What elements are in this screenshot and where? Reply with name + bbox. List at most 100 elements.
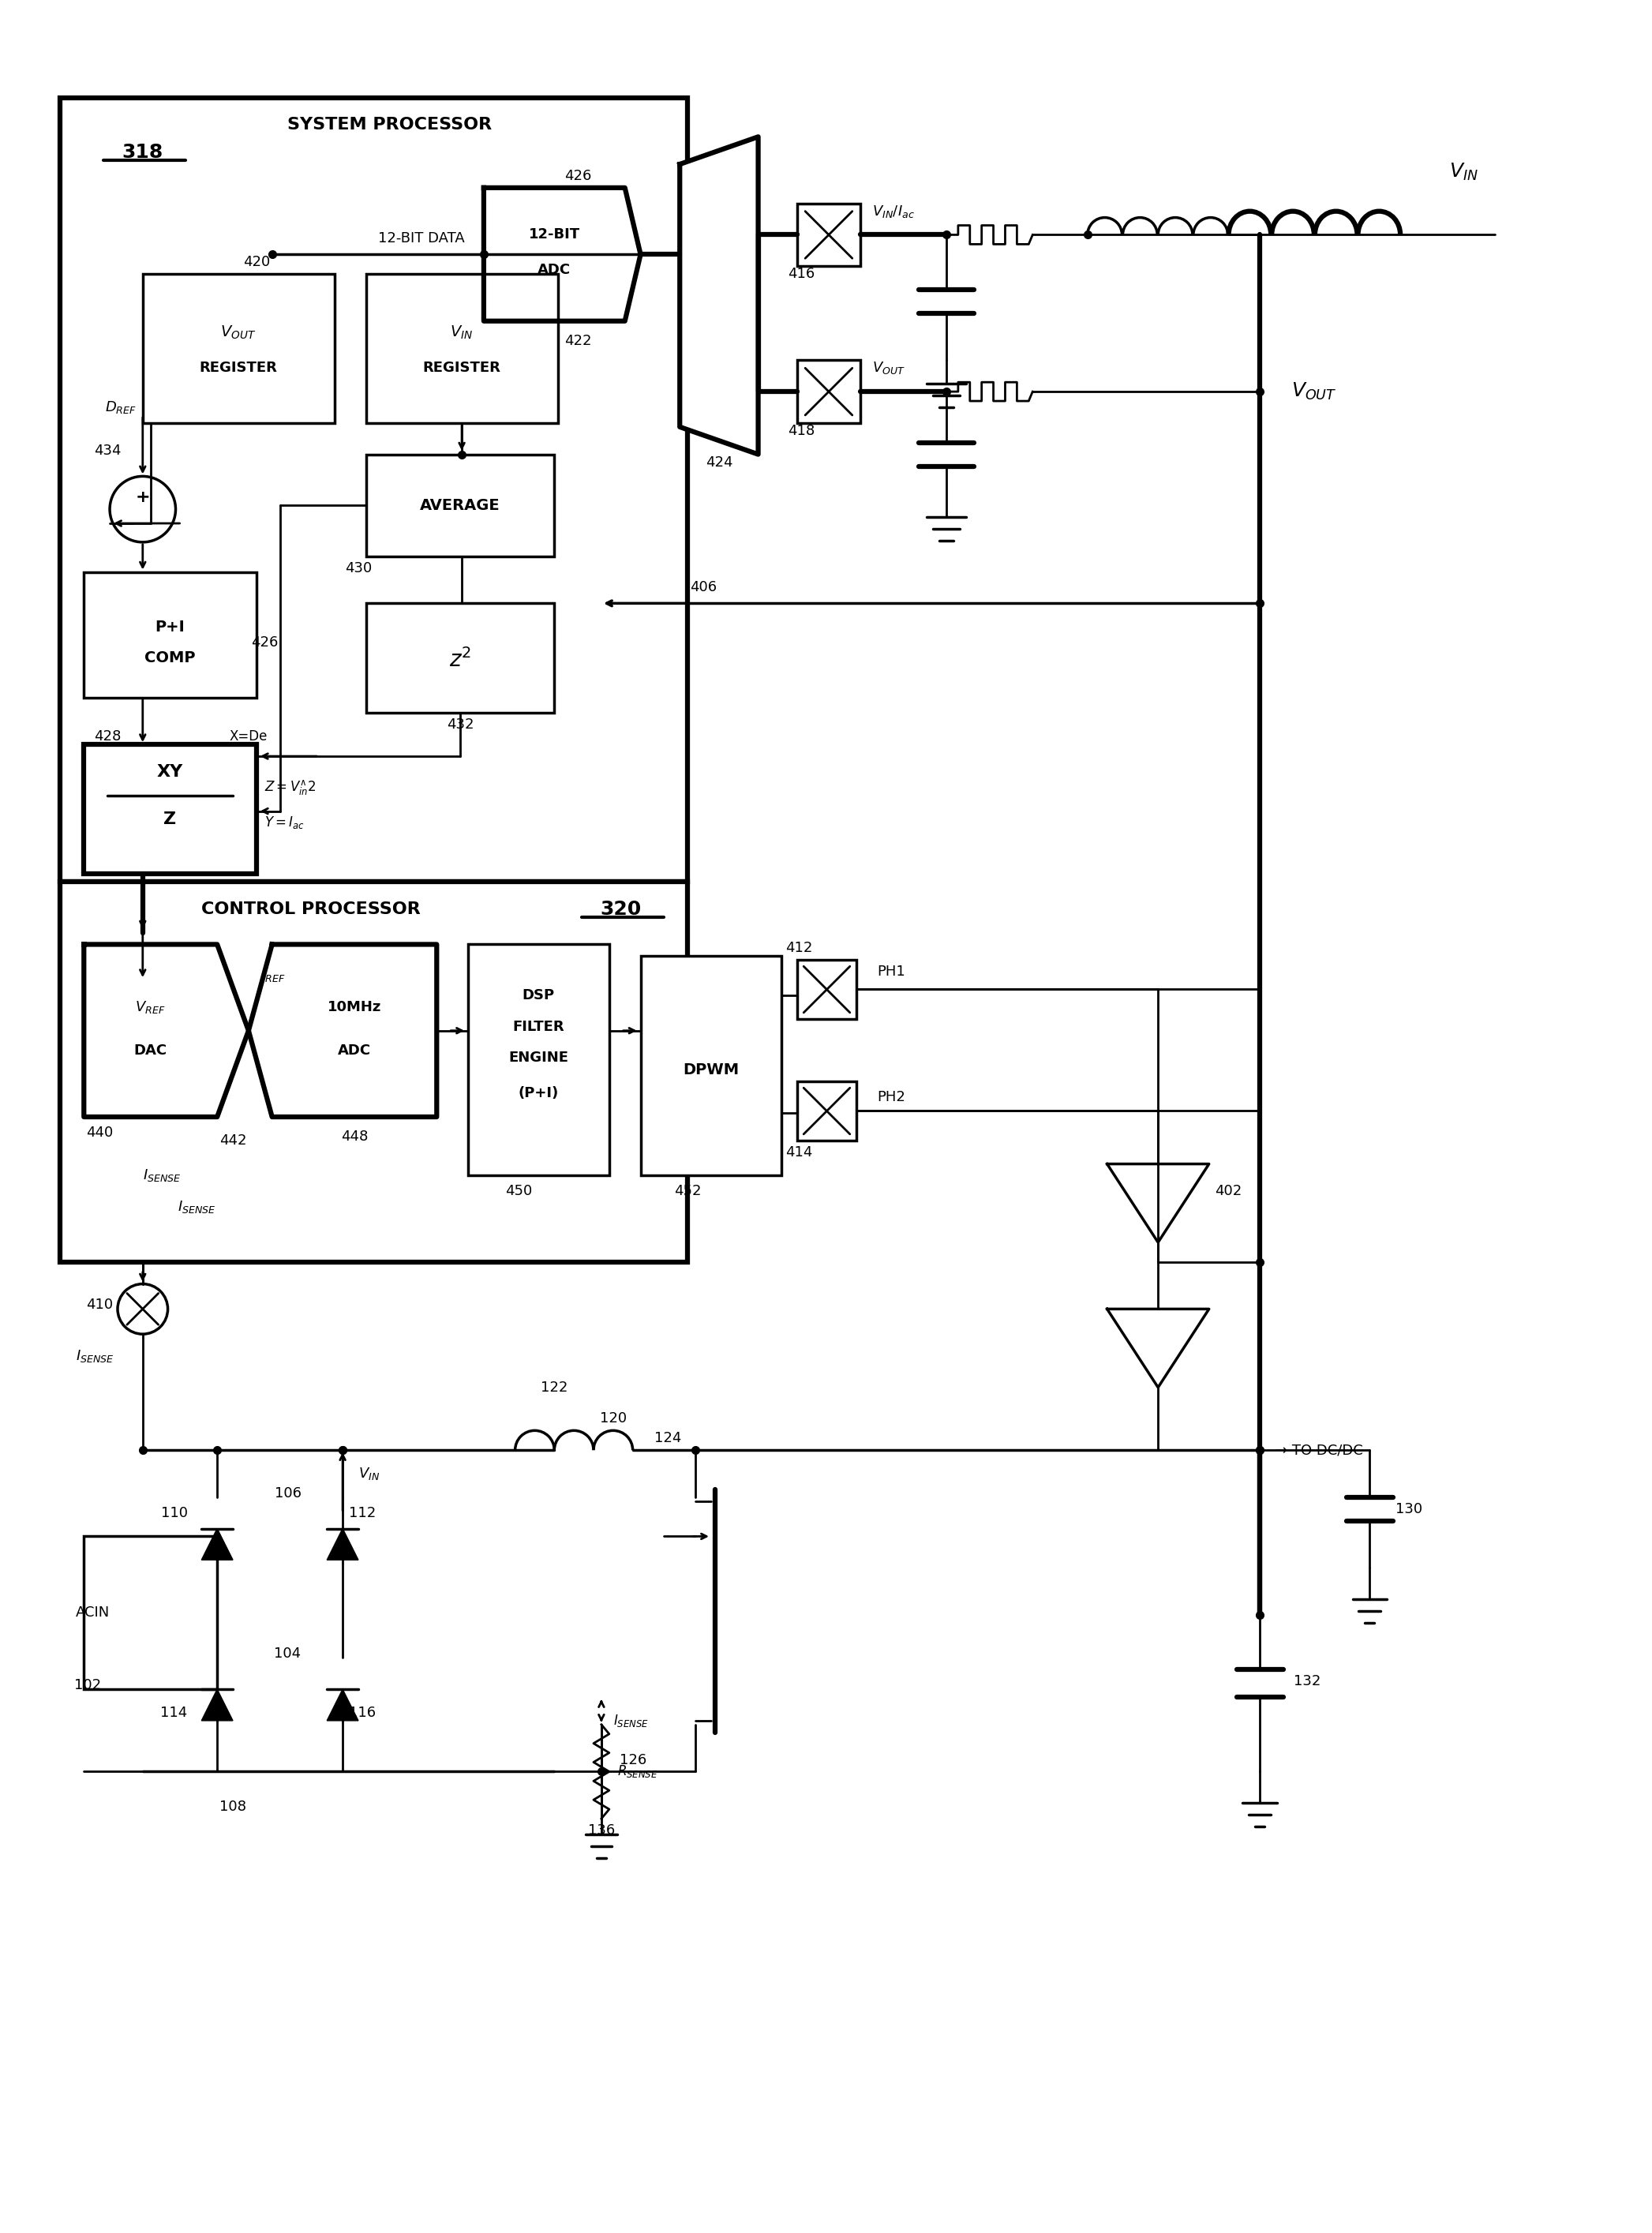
Bar	[84, 1536, 216, 1690]
Polygon shape	[202, 1690, 233, 1722]
Text: $Z=V_{in}^{\wedge}2$: $Z=V_{in}^{\wedge}2$	[264, 779, 316, 797]
Text: $V_{IN}$: $V_{IN}$	[451, 324, 474, 342]
Text: 406: 406	[691, 581, 717, 594]
Text: FILTER: FILTER	[512, 1020, 565, 1034]
Text: $V_{OUT}$: $V_{OUT}$	[872, 360, 905, 375]
Text: 112: 112	[349, 1505, 375, 1521]
Text: $V_{IN}$: $V_{IN}$	[1449, 161, 1479, 183]
Bar	[84, 572, 256, 697]
Text: 452: 452	[674, 1183, 700, 1199]
Bar	[798, 203, 861, 266]
Bar	[468, 945, 610, 1177]
Text: AVERAGE: AVERAGE	[420, 498, 501, 514]
Text: SYSTEM PROCESSOR: SYSTEM PROCESSOR	[287, 116, 492, 134]
Text: $R_{SENSE}$: $R_{SENSE}$	[618, 1764, 657, 1780]
Text: $V_{REF}$: $V_{REF}$	[135, 998, 165, 1016]
Text: XY: XY	[157, 764, 183, 779]
Text: DPWM: DPWM	[682, 1063, 738, 1076]
Text: $I_{SENSE}$: $I_{SENSE}$	[142, 1168, 182, 1183]
Text: 428: 428	[94, 730, 121, 744]
Text: COMP: COMP	[145, 650, 195, 665]
Bar	[367, 453, 555, 556]
Text: $I_{SENSE}$: $I_{SENSE}$	[76, 1349, 114, 1364]
Text: P+I: P+I	[155, 619, 185, 634]
Text: 426: 426	[565, 170, 591, 183]
Text: $D_{REF}$: $D_{REF}$	[104, 400, 137, 415]
Text: $I_{SENSE}$: $I_{SENSE}$	[613, 1713, 649, 1728]
Text: ADC: ADC	[337, 1043, 372, 1058]
Text: −: −	[119, 514, 135, 534]
Text: ACIN: ACIN	[76, 1606, 111, 1619]
Text: 414: 414	[785, 1146, 813, 1159]
Text: 424: 424	[705, 456, 732, 469]
Bar	[84, 744, 256, 873]
Polygon shape	[484, 188, 641, 322]
Text: DAC: DAC	[134, 1043, 167, 1058]
Polygon shape	[679, 136, 758, 453]
Bar	[61, 882, 687, 1262]
Bar	[798, 1081, 856, 1141]
Text: 132: 132	[1294, 1675, 1320, 1688]
Text: 102: 102	[74, 1679, 101, 1693]
Text: $I_{REF}$: $I_{REF}$	[261, 967, 286, 985]
Text: Z: Z	[164, 811, 177, 826]
Text: $V_{OUT}$: $V_{OUT}$	[1292, 382, 1336, 402]
Text: 116: 116	[349, 1706, 375, 1719]
Bar	[61, 98, 687, 882]
Text: $V_{IN}$: $V_{IN}$	[358, 1465, 380, 1480]
Text: 126: 126	[620, 1753, 646, 1766]
Text: 422: 422	[565, 333, 591, 348]
Bar	[142, 275, 335, 422]
Bar	[798, 360, 861, 422]
Text: 450: 450	[506, 1183, 532, 1199]
Text: 426: 426	[251, 636, 278, 650]
Text: 106: 106	[274, 1487, 301, 1501]
Text: ENGINE: ENGINE	[509, 1052, 568, 1065]
Text: 432: 432	[446, 717, 474, 732]
Bar	[641, 956, 781, 1177]
Text: $z^2$: $z^2$	[449, 648, 471, 672]
Text: 122: 122	[540, 1380, 568, 1393]
Text: 104: 104	[274, 1648, 301, 1661]
Text: 416: 416	[788, 268, 814, 281]
Text: 120: 120	[600, 1411, 626, 1427]
Text: (P+I): (P+I)	[519, 1085, 558, 1101]
Text: 412: 412	[785, 940, 813, 956]
Text: 110: 110	[160, 1505, 187, 1521]
Text: DSP: DSP	[522, 989, 555, 1003]
Polygon shape	[327, 1690, 358, 1722]
Text: 448: 448	[340, 1130, 368, 1143]
Polygon shape	[202, 1530, 233, 1561]
Text: 108: 108	[220, 1800, 246, 1813]
Polygon shape	[1107, 1309, 1209, 1387]
Text: 434: 434	[94, 444, 121, 458]
Text: $V_{OUT}$: $V_{OUT}$	[220, 324, 256, 342]
Text: PH2: PH2	[877, 1090, 905, 1105]
Text: 402: 402	[1216, 1183, 1242, 1199]
Text: PH1: PH1	[877, 965, 905, 978]
Text: +: +	[135, 489, 150, 505]
Text: 410: 410	[86, 1297, 112, 1313]
Text: 12-BIT: 12-BIT	[529, 228, 580, 241]
Text: REGISTER: REGISTER	[423, 362, 501, 375]
Text: 124: 124	[654, 1431, 682, 1445]
Text: $V_{IN}/I_{ac}$: $V_{IN}/I_{ac}$	[872, 203, 914, 219]
Polygon shape	[327, 1530, 358, 1561]
Text: → TO DC/DC: → TO DC/DC	[1275, 1443, 1363, 1458]
Text: REGISTER: REGISTER	[200, 362, 278, 375]
Text: 418: 418	[788, 424, 814, 438]
Bar	[798, 960, 856, 1018]
Text: X=De: X=De	[230, 730, 268, 744]
Text: 430: 430	[345, 560, 372, 576]
Text: 318: 318	[122, 143, 164, 163]
Text: 440: 440	[86, 1125, 112, 1139]
Text: 12-BIT DATA: 12-BIT DATA	[378, 232, 464, 246]
Text: 114: 114	[160, 1706, 188, 1719]
Text: 442: 442	[220, 1134, 246, 1148]
Text: $I_{SENSE}$: $I_{SENSE}$	[178, 1199, 216, 1215]
Text: 136: 136	[588, 1824, 615, 1838]
Text: CONTROL PROCESSOR: CONTROL PROCESSOR	[202, 902, 421, 918]
Text: 130: 130	[1396, 1503, 1422, 1516]
Text: $Y=I_{ac}$: $Y=I_{ac}$	[264, 815, 304, 831]
Text: 420: 420	[243, 255, 269, 270]
